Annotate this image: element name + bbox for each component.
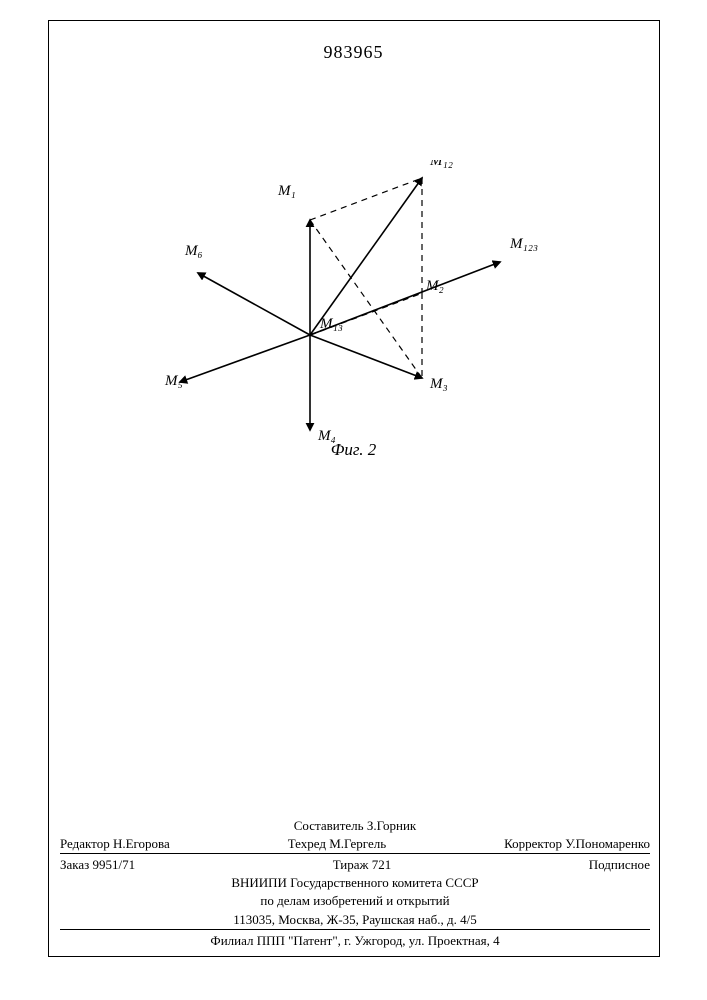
tech-editor-label: Техред М.Гергель: [288, 835, 386, 853]
svg-text:M₆: M₆: [184, 243, 203, 259]
editor-label: Редактор Н.Егорова: [60, 835, 170, 853]
svg-text:M₂: M₂: [425, 278, 444, 294]
org-line-2: по делам изобретений и открытий: [60, 892, 650, 910]
svg-text:M₁: M₁: [277, 183, 296, 199]
print-run-label: Тираж 721: [333, 856, 392, 874]
figure-2-diagram: M₁M₁₂M₁₂₃M₂M₃M₄M₅M₆M₁₃: [150, 160, 550, 440]
branch-line: Филиал ППП "Патент", г. Ужгород, ул. Про…: [60, 929, 650, 950]
svg-text:M₁₂₃: M₁₂₃: [509, 236, 538, 252]
compiler-line: Составитель З.Горник: [60, 817, 650, 835]
svg-text:M₁₃: M₁₃: [319, 316, 343, 332]
corrector-label: Корректор У.Пономаренко: [504, 835, 650, 853]
svg-text:M₃: M₃: [429, 376, 448, 392]
document-number: 983965: [0, 42, 707, 63]
svg-text:M₁₂: M₁₂: [429, 160, 453, 169]
subscription-label: Подписное: [589, 856, 650, 874]
org-line-1: ВНИИПИ Государственного комитета СССР: [60, 874, 650, 892]
footer-block: Составитель З.Горник Редактор Н.Егорова …: [60, 817, 650, 950]
svg-text:M₅: M₅: [164, 373, 183, 389]
order-label: Заказ 9951/71: [60, 856, 135, 874]
figure-caption: Фиг. 2: [0, 440, 707, 460]
vector-diagram-svg: M₁M₁₂M₁₂₃M₂M₃M₄M₅M₆M₁₃: [150, 160, 550, 460]
org-line-3: 113035, Москва, Ж-35, Раушская наб., д. …: [60, 911, 650, 929]
